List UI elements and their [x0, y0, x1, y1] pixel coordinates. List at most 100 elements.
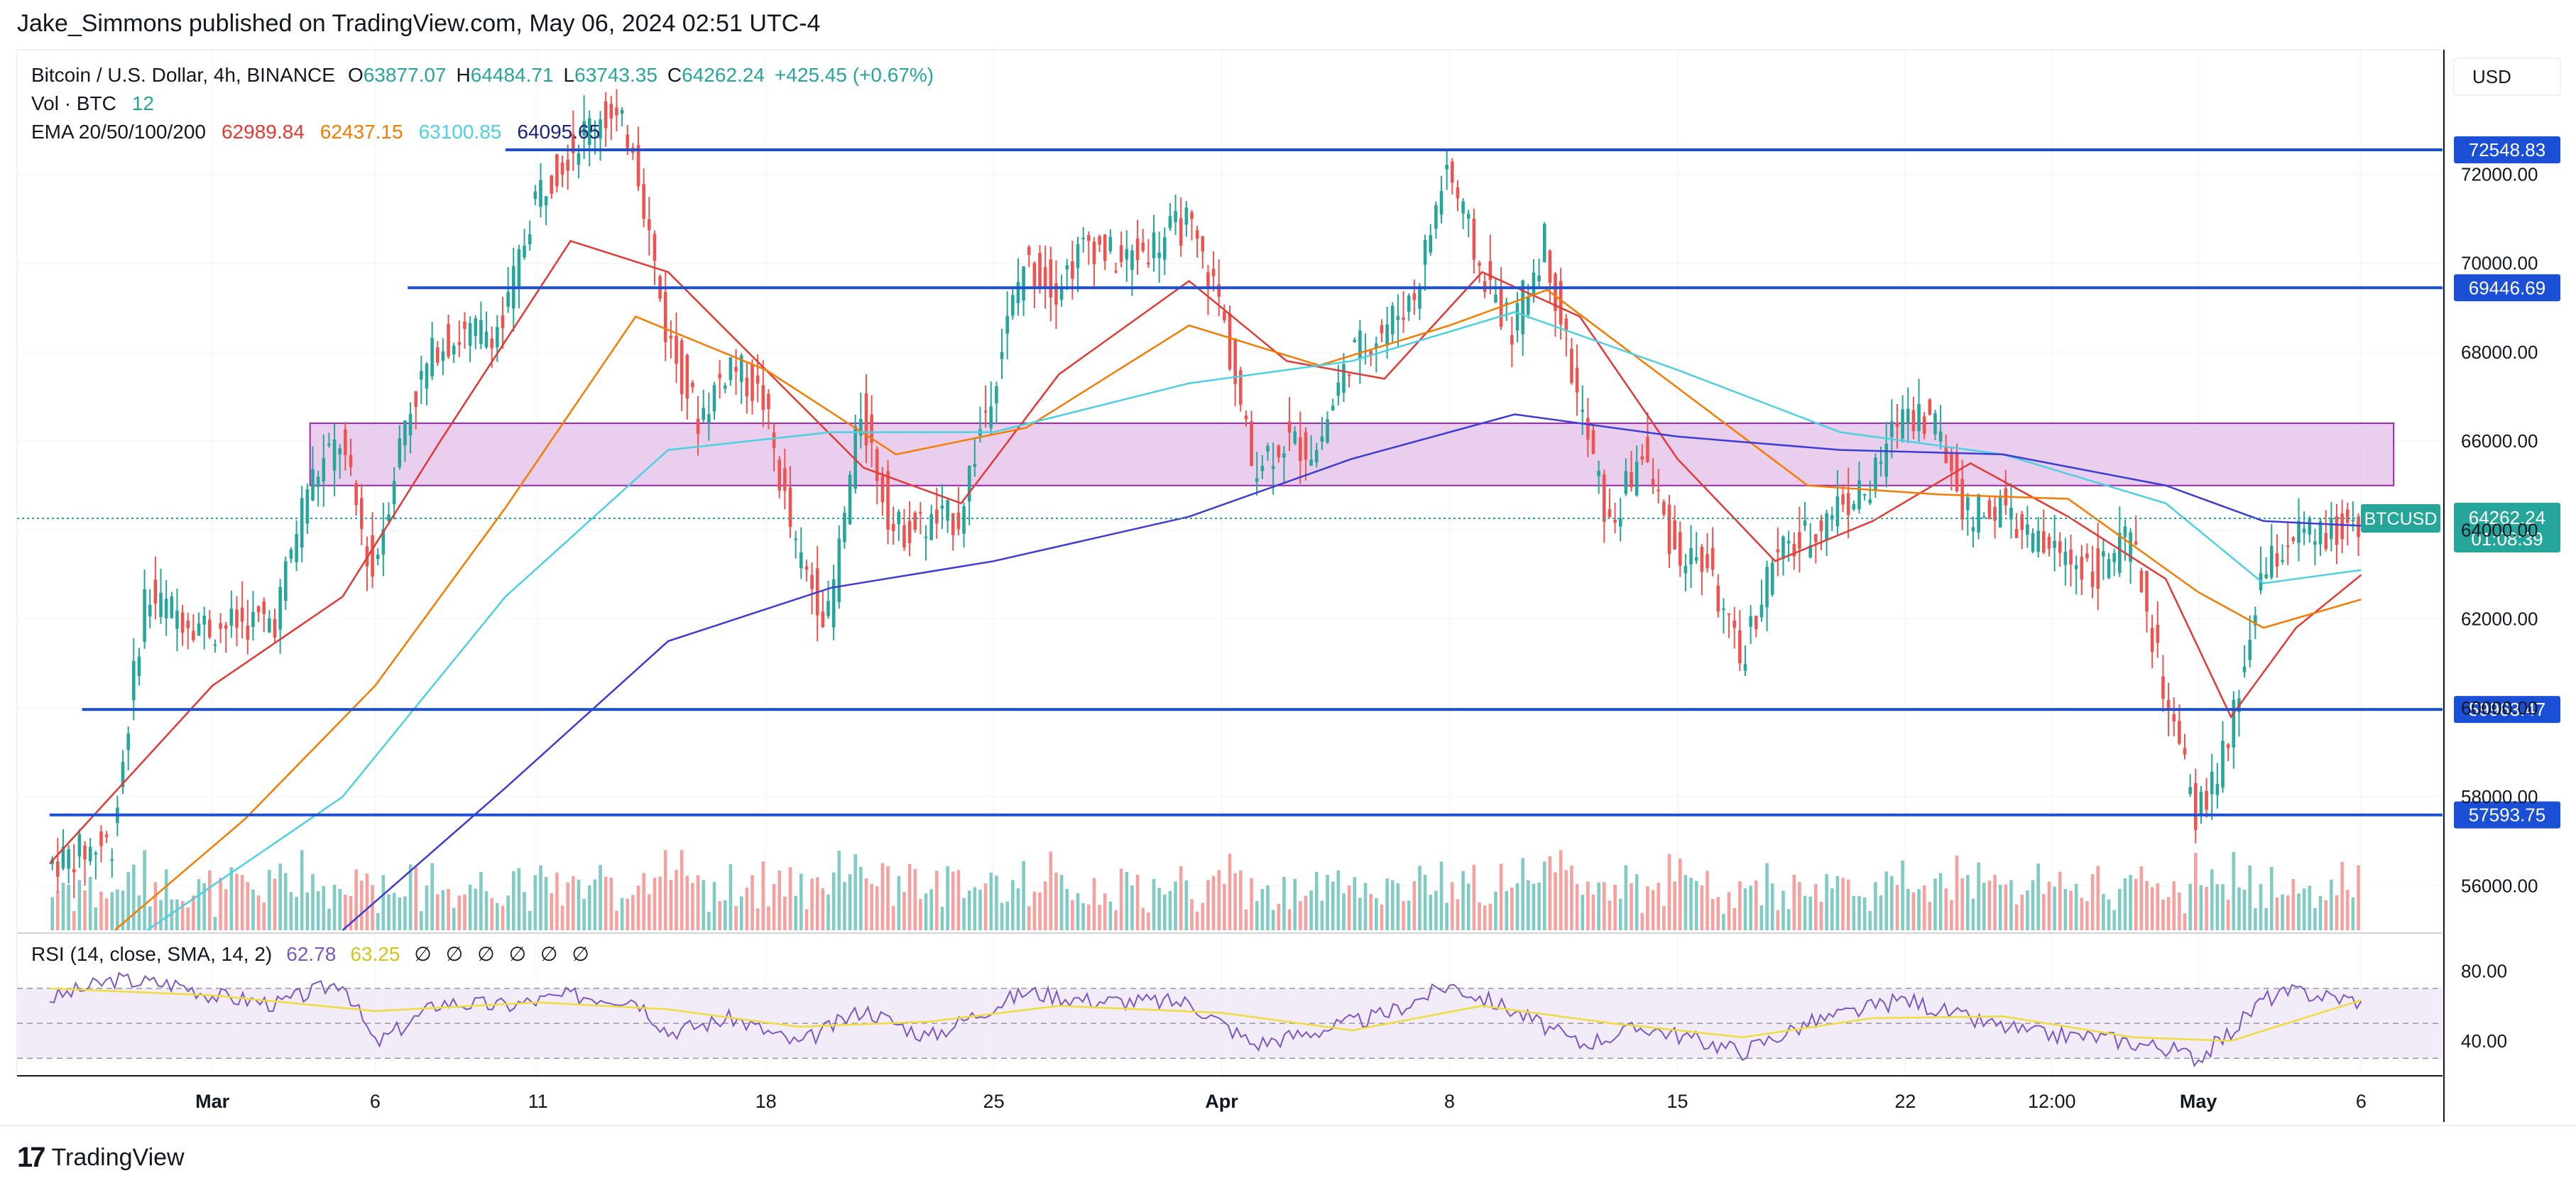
candle	[1451, 158, 1454, 195]
candle-body	[1011, 295, 1015, 316]
volume-bar	[322, 885, 326, 930]
candle	[359, 484, 364, 545]
volume-bar	[1032, 891, 1037, 930]
volume-bar	[175, 899, 179, 930]
volume-bar	[235, 873, 239, 930]
candle-body	[2074, 565, 2078, 570]
candle	[2345, 502, 2349, 546]
candle-body	[767, 393, 770, 410]
candle-body	[1179, 218, 1183, 246]
candle-body	[1505, 303, 1509, 305]
candle-body	[555, 154, 559, 187]
volume-bar	[2074, 883, 2078, 930]
candle-body	[1390, 305, 1395, 334]
candle-body	[1683, 565, 1688, 574]
candle-body	[1630, 472, 1633, 488]
candle-body	[783, 468, 787, 491]
volume-bar	[246, 882, 250, 930]
volume-bar	[853, 854, 857, 930]
legend-ema-label: EMA 20/50/100/200	[31, 121, 206, 143]
candle-body	[2297, 521, 2301, 543]
volume-bar	[593, 879, 597, 930]
volume-bar	[219, 878, 222, 930]
volume-bar	[435, 894, 440, 930]
candle-body	[99, 831, 103, 846]
ema-line-1	[48, 239, 2362, 864]
candle	[1032, 261, 1037, 309]
volume-bar	[696, 875, 700, 930]
candle-body	[110, 859, 114, 861]
currency-button[interactable]: USD	[2453, 58, 2561, 96]
volume-bar	[2123, 878, 2127, 930]
volume-bar	[1835, 876, 1840, 930]
candle-body	[788, 487, 792, 527]
volume-bar	[67, 885, 70, 930]
volume-bar	[1634, 874, 1639, 930]
candle	[132, 638, 136, 721]
volume-bar	[2308, 885, 2312, 930]
candle	[251, 591, 255, 641]
volume-bar	[1879, 895, 1883, 930]
volume-bar	[983, 883, 988, 930]
volume-bar	[924, 893, 928, 930]
candle	[1141, 229, 1145, 254]
volume-bar	[1390, 880, 1395, 930]
bar-countdown: 01:08:39	[2471, 528, 2543, 550]
candle	[1293, 426, 1297, 446]
candle-body	[56, 861, 60, 877]
volume-bar	[50, 897, 54, 930]
volume-bar	[1375, 898, 1378, 930]
volume-bar	[1786, 909, 1791, 930]
candle-body	[262, 601, 266, 614]
x-tick-label: 25	[983, 1091, 1005, 1112]
candle	[1119, 231, 1123, 268]
candle-body	[794, 538, 797, 540]
candle-body	[496, 327, 499, 348]
candle	[316, 470, 320, 507]
candle-body	[420, 371, 423, 380]
candle-body	[2080, 556, 2084, 580]
candle	[1944, 434, 1948, 464]
volume-bar	[1260, 888, 1265, 930]
candle-body	[1868, 499, 1872, 503]
candle	[2014, 513, 2019, 538]
candle	[349, 438, 353, 476]
candle-body	[1765, 567, 1769, 608]
candle-body	[751, 364, 754, 401]
candle-body	[696, 418, 700, 435]
volume-bar	[159, 900, 163, 930]
footer-brand[interactable]: 17 TradingView	[17, 1142, 185, 1173]
candle	[2193, 768, 2198, 844]
candle-body	[1835, 496, 1840, 527]
candle	[1390, 302, 1395, 344]
volume-bar	[973, 887, 977, 930]
volume-bar	[1190, 899, 1194, 930]
candle	[1732, 606, 1737, 649]
candle-body	[728, 357, 733, 380]
volume-bar	[2178, 892, 2181, 930]
y-tick-label: 66000.00	[2461, 430, 2538, 452]
volume-bar	[707, 912, 711, 930]
level-price-label: 72548.83	[2469, 139, 2545, 160]
legend-rsi-empty: ∅	[572, 943, 589, 965]
candle-body	[1032, 263, 1037, 287]
candle-body	[1955, 453, 1959, 491]
candle-body	[2357, 516, 2360, 538]
candle-body	[1646, 437, 1649, 462]
candle-body	[995, 386, 998, 404]
candle-body	[2069, 550, 2073, 565]
volume-bar	[1287, 909, 1292, 930]
candle	[517, 244, 521, 309]
candle	[186, 612, 190, 650]
candle-body	[186, 621, 190, 628]
candle-body	[484, 332, 489, 347]
candle-body	[1819, 520, 1823, 532]
volume-bar	[1163, 894, 1167, 930]
volume-bar	[1640, 912, 1644, 930]
candle	[1412, 279, 1417, 315]
candle-body	[344, 429, 347, 455]
volume-bar	[1445, 903, 1448, 930]
volume-bar	[978, 889, 982, 930]
candle-body	[572, 133, 575, 153]
